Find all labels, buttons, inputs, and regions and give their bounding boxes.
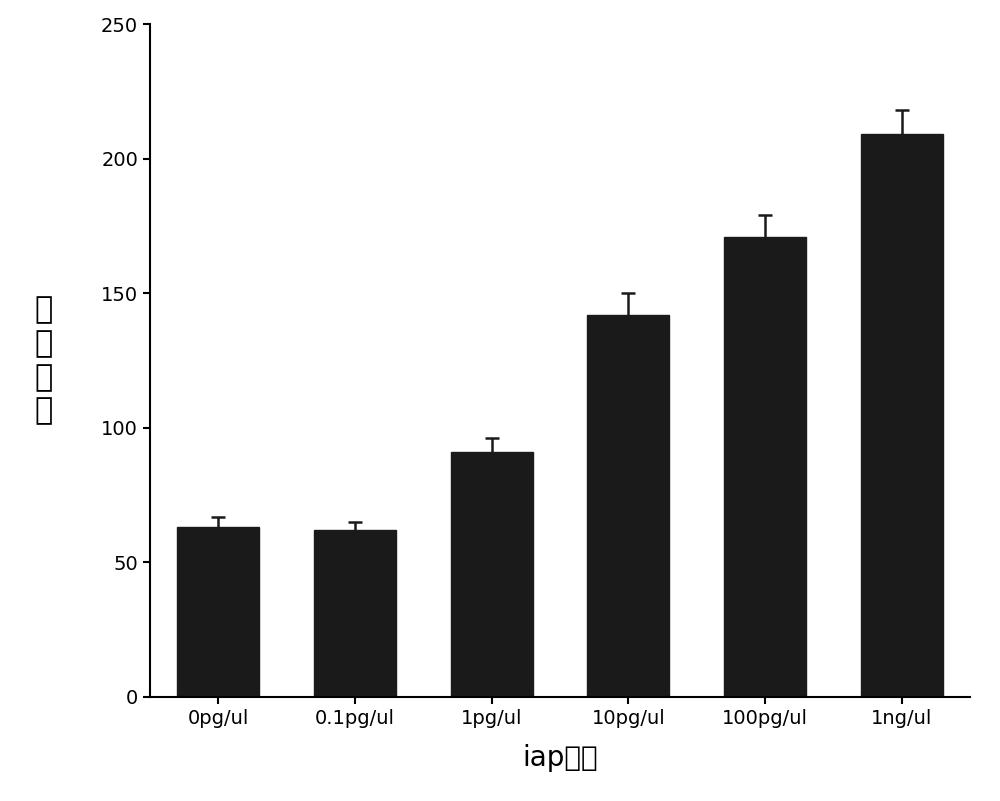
Bar	[314, 530, 396, 697]
Bar	[451, 452, 533, 697]
Bar	[587, 315, 669, 697]
Bar	[177, 527, 259, 697]
X-axis label: iap基因: iap基因	[522, 744, 598, 772]
Bar	[861, 135, 943, 697]
Bar	[724, 236, 806, 697]
Y-axis label: 荧
光
强
度: 荧 光 强 度	[34, 296, 52, 425]
